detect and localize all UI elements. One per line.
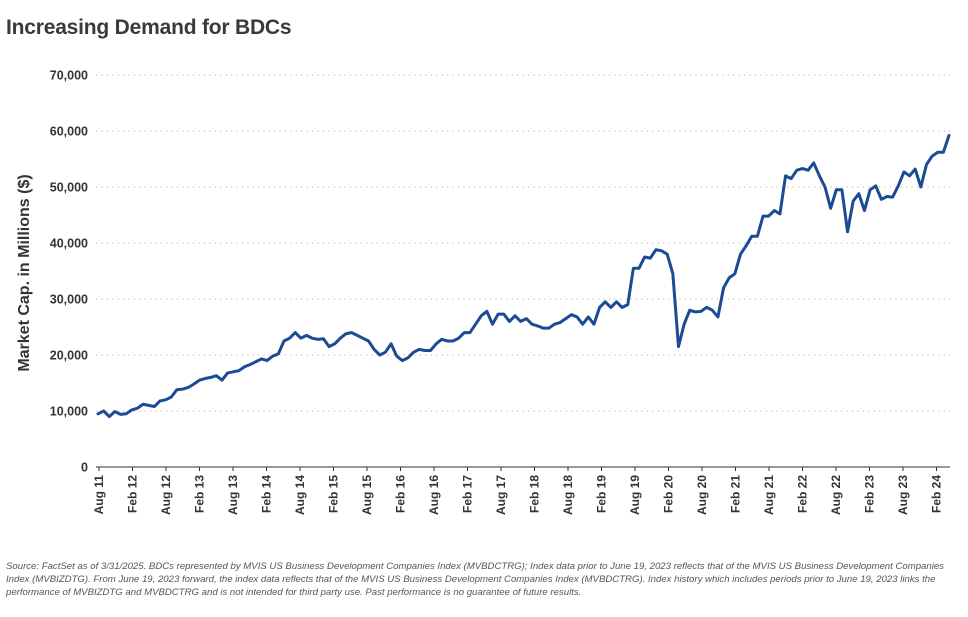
x-tick-label: Aug 18 <box>561 475 575 515</box>
x-tick-label: Aug 14 <box>293 475 307 515</box>
series <box>96 133 951 419</box>
x-tick-label: Feb 23 <box>863 475 877 513</box>
x-tick-label: Aug 15 <box>360 475 374 515</box>
y-tick-label: 60,000 <box>50 125 88 139</box>
x-tick-label: Aug 19 <box>628 475 642 515</box>
y-tick-label: 70,000 <box>50 69 88 83</box>
y-tick-label: 50,000 <box>50 181 88 195</box>
x-tick-label: Feb 22 <box>796 475 810 513</box>
x-tick-label: Feb 21 <box>729 475 743 513</box>
x-tick-label: Aug 11 <box>92 475 106 515</box>
y-axis-label: Market Cap. in Millions ($) <box>16 174 33 371</box>
x-tick-label: Feb 14 <box>260 475 274 513</box>
x-tick-label: Feb 13 <box>193 475 207 513</box>
axes <box>96 466 950 471</box>
y-tick-label: 30,000 <box>50 293 88 307</box>
y-tick-label: 10,000 <box>50 405 88 419</box>
x-tick-label: Feb 12 <box>126 475 140 513</box>
x-tick-label: Aug 17 <box>494 475 508 515</box>
x-tick-label: Feb 17 <box>461 475 475 513</box>
y-tick-label: 0 <box>81 461 88 475</box>
x-tick-label: Aug 23 <box>896 475 910 515</box>
chart-title: Increasing Demand for BDCs <box>6 16 292 39</box>
source-footnote: Source: FactSet as of 3/31/2025. BDCs re… <box>6 561 944 598</box>
y-tick-label: 20,000 <box>50 349 88 363</box>
x-tick-label: Feb 16 <box>394 475 408 513</box>
x-tick-label: Aug 20 <box>695 475 709 515</box>
x-tick-label: Feb 24 <box>930 475 944 513</box>
x-tick-label: Feb 20 <box>662 475 676 513</box>
x-tick-label: Aug 22 <box>829 475 843 515</box>
x-tick-label: Feb 18 <box>528 475 542 513</box>
y-tick-labels: 0 10,000 20,000 30,000 40,000 50,000 60,000 70,… <box>50 69 88 475</box>
line-chart: 0 10,000 20,000 30,000 40,000 50,000 60,000 70,… <box>16 69 951 515</box>
y-tick-label: 40,000 <box>50 237 88 251</box>
x-tick-label: Aug 21 <box>762 475 776 515</box>
x-tick-labels: Aug 11 Feb 12 Aug 12 Feb 13 Aug 13 Feb 14 Aug … <box>92 475 944 515</box>
x-tick-label: Feb 15 <box>327 475 341 513</box>
series-line <box>96 133 951 419</box>
x-tick-label: Feb 19 <box>595 475 609 513</box>
x-tick-label: Aug 13 <box>226 475 240 515</box>
gridlines <box>96 74 950 412</box>
x-tick-label: Aug 12 <box>159 475 173 515</box>
x-tick-label: Aug 16 <box>427 475 441 515</box>
